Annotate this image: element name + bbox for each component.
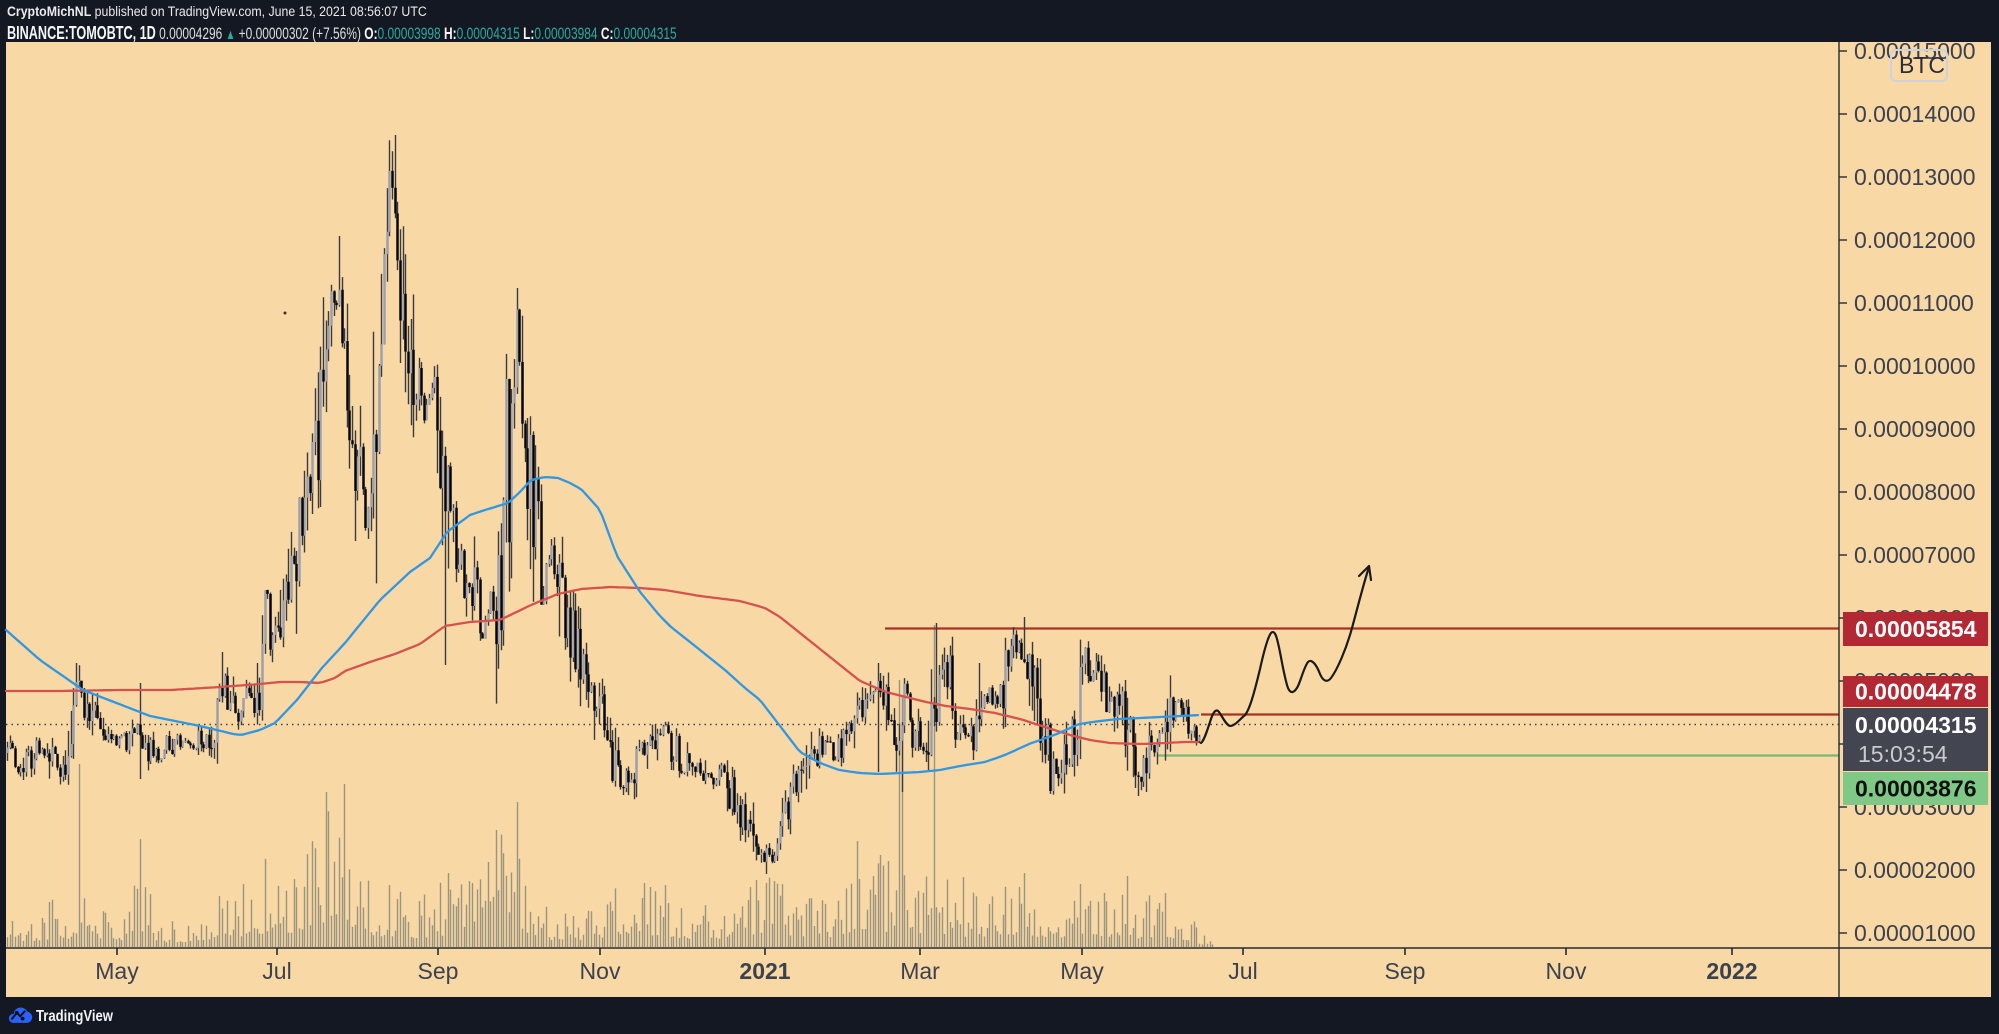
svg-text:0.00013000: 0.00013000 <box>1854 164 1976 190</box>
svg-text:0.00003876: 0.00003876 <box>1855 776 1977 802</box>
svg-text:BTC: BTC <box>1899 52 1945 78</box>
svg-text:0.00002000: 0.00002000 <box>1854 857 1976 883</box>
svg-text:Nov: Nov <box>580 958 621 984</box>
svg-text:0.00009000: 0.00009000 <box>1854 416 1976 442</box>
svg-text:0.00008000: 0.00008000 <box>1854 479 1976 505</box>
svg-text:0.00010000: 0.00010000 <box>1854 353 1976 379</box>
svg-text:May: May <box>1060 958 1104 984</box>
svg-text:Sep: Sep <box>1385 958 1426 984</box>
svg-text:Jul: Jul <box>262 958 291 984</box>
svg-text:2021: 2021 <box>739 958 790 984</box>
svg-text:2022: 2022 <box>1706 958 1757 984</box>
svg-text:0.00012000: 0.00012000 <box>1854 227 1976 253</box>
svg-text:Nov: Nov <box>1546 958 1587 984</box>
svg-text:0.00001000: 0.00001000 <box>1854 920 1976 946</box>
svg-text:0.00007000: 0.00007000 <box>1854 542 1976 568</box>
svg-text:0.00014000: 0.00014000 <box>1854 101 1976 127</box>
svg-text:0.00004315: 0.00004315 <box>1855 712 1977 738</box>
svg-text:0.00005854: 0.00005854 <box>1855 616 1977 642</box>
svg-text:May: May <box>95 958 139 984</box>
svg-text:Sep: Sep <box>418 958 459 984</box>
svg-text:15:03:54: 15:03:54 <box>1858 741 1948 767</box>
svg-text:0.00011000: 0.00011000 <box>1854 290 1974 316</box>
svg-text:Jul: Jul <box>1228 958 1257 984</box>
svg-text:0.00004478: 0.00004478 <box>1855 679 1977 705</box>
svg-text:TradingView: TradingView <box>36 1008 114 1025</box>
svg-text:Mar: Mar <box>900 958 940 984</box>
